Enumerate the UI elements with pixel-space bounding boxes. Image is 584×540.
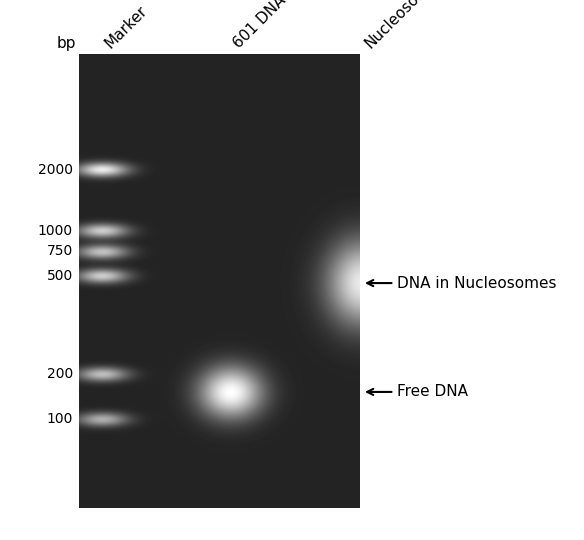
Text: 1000: 1000 <box>38 224 73 238</box>
Text: 2000: 2000 <box>38 163 73 177</box>
Text: Free DNA: Free DNA <box>367 384 468 400</box>
Text: bp: bp <box>57 36 76 51</box>
Text: 100: 100 <box>47 412 73 426</box>
Text: 200: 200 <box>47 367 73 381</box>
Text: DNA in Nucleosomes: DNA in Nucleosomes <box>367 275 557 291</box>
Text: 750: 750 <box>47 244 73 258</box>
Text: Marker: Marker <box>102 3 150 51</box>
Text: 601 DNA: 601 DNA <box>231 0 289 51</box>
Text: Nucleosomes: Nucleosomes <box>362 0 445 51</box>
Text: 500: 500 <box>47 269 73 284</box>
